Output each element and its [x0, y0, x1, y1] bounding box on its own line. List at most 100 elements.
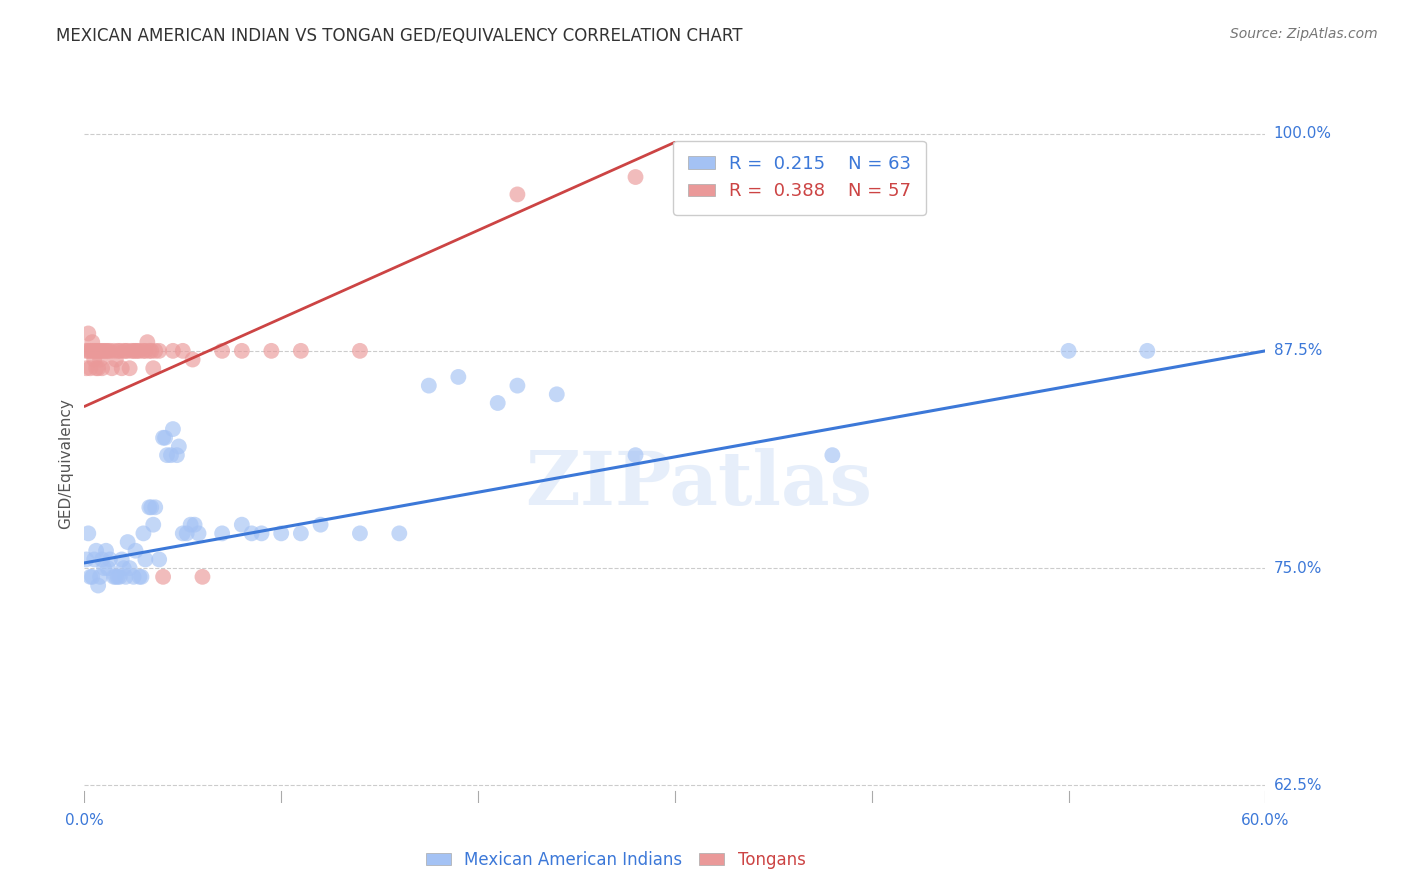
- Point: [152, 570, 174, 584]
- Point: [103, 343, 125, 358]
- Point: [89, 343, 111, 358]
- Point: [107, 343, 129, 358]
- Point: [290, 526, 312, 541]
- Point: [93, 561, 115, 575]
- Point: [77, 526, 100, 541]
- Point: [97, 343, 120, 358]
- Point: [83, 552, 105, 566]
- Point: [309, 517, 332, 532]
- Point: [83, 352, 105, 367]
- Point: [84, 361, 107, 376]
- Point: [211, 343, 233, 358]
- Point: [79, 361, 101, 376]
- Point: [187, 526, 209, 541]
- Text: ZIPatlas: ZIPatlas: [524, 448, 872, 521]
- Point: [128, 570, 150, 584]
- Point: [122, 570, 145, 584]
- Point: [94, 543, 117, 558]
- Point: [134, 343, 156, 358]
- Point: [506, 378, 529, 392]
- Point: [75, 552, 97, 566]
- Point: [624, 169, 647, 184]
- Point: [112, 561, 135, 575]
- Point: [231, 517, 253, 532]
- Point: [111, 552, 134, 566]
- Point: [117, 343, 139, 358]
- Point: [162, 422, 184, 436]
- Point: [89, 352, 111, 367]
- Point: [181, 352, 204, 367]
- Point: [260, 343, 283, 358]
- Point: [231, 343, 253, 358]
- Point: [418, 378, 440, 392]
- Point: [148, 343, 170, 358]
- Text: 62.5%: 62.5%: [1274, 778, 1322, 793]
- Point: [83, 343, 105, 358]
- Point: [114, 570, 136, 584]
- Point: [143, 500, 166, 515]
- Text: 100.0%: 100.0%: [1274, 126, 1331, 141]
- Point: [82, 570, 104, 584]
- Point: [87, 578, 110, 592]
- Point: [132, 526, 155, 541]
- Point: [111, 361, 134, 376]
- Point: [132, 343, 155, 358]
- Point: [141, 500, 163, 515]
- Point: [546, 387, 568, 401]
- Point: [388, 526, 411, 541]
- Text: Source: ZipAtlas.com: Source: ZipAtlas.com: [1230, 27, 1378, 41]
- Point: [486, 396, 509, 410]
- Point: [172, 526, 194, 541]
- Point: [290, 343, 312, 358]
- Point: [506, 187, 529, 202]
- Point: [191, 570, 214, 584]
- Point: [138, 500, 160, 515]
- Point: [108, 570, 131, 584]
- Point: [84, 543, 107, 558]
- Point: [183, 517, 205, 532]
- Point: [250, 526, 273, 541]
- Point: [117, 535, 139, 549]
- Point: [75, 361, 97, 376]
- Point: [75, 343, 97, 358]
- Point: [152, 431, 174, 445]
- Point: [97, 561, 120, 575]
- Point: [124, 543, 146, 558]
- Point: [121, 343, 143, 358]
- Point: [122, 343, 145, 358]
- Point: [141, 343, 163, 358]
- Point: [104, 570, 127, 584]
- Point: [349, 343, 371, 358]
- Point: [98, 552, 121, 566]
- Point: [624, 448, 647, 462]
- Point: [1057, 343, 1080, 358]
- Point: [142, 361, 165, 376]
- Point: [240, 526, 263, 541]
- Point: [447, 370, 470, 384]
- Point: [167, 440, 190, 454]
- Point: [136, 335, 159, 350]
- Point: [77, 343, 100, 358]
- Point: [82, 335, 104, 350]
- Point: [349, 526, 371, 541]
- Point: [162, 343, 184, 358]
- Point: [91, 361, 114, 376]
- Point: [104, 352, 127, 367]
- Point: [153, 431, 176, 445]
- Point: [118, 361, 141, 376]
- Point: [166, 448, 188, 462]
- Point: [211, 526, 233, 541]
- Point: [79, 570, 101, 584]
- Point: [176, 526, 198, 541]
- Point: [98, 343, 121, 358]
- Point: [134, 552, 156, 566]
- Point: [101, 361, 124, 376]
- Point: [77, 326, 100, 341]
- Point: [821, 448, 844, 462]
- Point: [156, 448, 179, 462]
- Point: [87, 343, 110, 358]
- Point: [143, 343, 166, 358]
- Point: [1136, 343, 1159, 358]
- Point: [91, 343, 114, 358]
- Point: [127, 343, 149, 358]
